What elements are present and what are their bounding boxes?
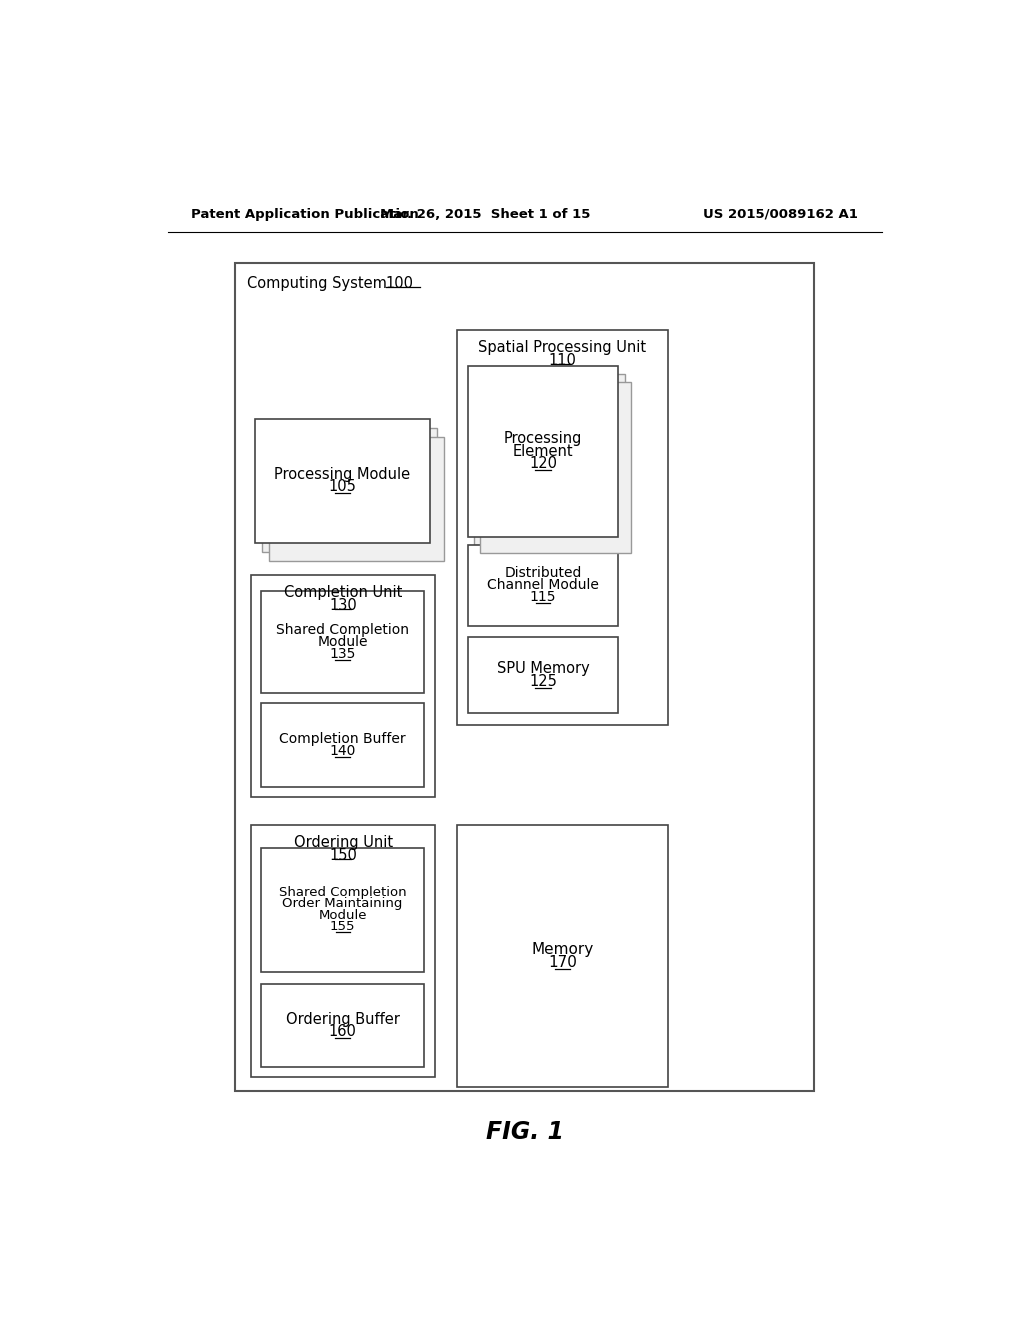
- Bar: [262, 428, 436, 552]
- Text: Patent Application Publication: Patent Application Publication: [191, 207, 419, 220]
- Text: Processing: Processing: [504, 432, 583, 446]
- Text: 160: 160: [329, 1024, 356, 1039]
- Text: 100: 100: [386, 276, 414, 292]
- Bar: [458, 825, 668, 1088]
- Text: Module: Module: [318, 908, 367, 921]
- Bar: [468, 638, 618, 713]
- Text: 130: 130: [329, 598, 357, 612]
- Text: 135: 135: [330, 647, 356, 661]
- Bar: [269, 437, 443, 561]
- Text: 140: 140: [330, 744, 356, 758]
- Bar: [261, 591, 424, 693]
- Bar: [261, 983, 424, 1067]
- Text: Ordering Buffer: Ordering Buffer: [286, 1011, 399, 1027]
- Bar: [261, 704, 424, 787]
- Text: 170: 170: [548, 956, 577, 970]
- Bar: [468, 366, 618, 536]
- Text: Spatial Processing Unit: Spatial Processing Unit: [478, 341, 646, 355]
- Text: Module: Module: [317, 635, 368, 649]
- Text: Completion Buffer: Completion Buffer: [280, 731, 406, 746]
- Text: Element: Element: [513, 444, 573, 458]
- Text: 110: 110: [549, 352, 577, 368]
- Text: Shared Completion: Shared Completion: [279, 886, 407, 899]
- Bar: [251, 825, 435, 1077]
- Text: Computing System: Computing System: [247, 276, 387, 292]
- Bar: [255, 418, 430, 543]
- Bar: [458, 330, 668, 725]
- Text: 105: 105: [329, 479, 356, 495]
- Bar: [236, 263, 814, 1092]
- Text: 150: 150: [329, 847, 357, 863]
- Text: Distributed: Distributed: [505, 566, 582, 581]
- Text: Shared Completion: Shared Completion: [276, 623, 410, 638]
- Text: SPU Memory: SPU Memory: [497, 661, 590, 676]
- Bar: [474, 374, 625, 545]
- Bar: [468, 545, 618, 626]
- Text: 155: 155: [330, 920, 355, 933]
- Text: Order Maintaining: Order Maintaining: [283, 898, 402, 911]
- Bar: [480, 381, 631, 553]
- Text: 120: 120: [529, 457, 557, 471]
- Text: 125: 125: [529, 675, 557, 689]
- Text: Channel Module: Channel Module: [487, 578, 599, 593]
- Bar: [251, 576, 435, 797]
- Text: FIG. 1: FIG. 1: [485, 1121, 564, 1144]
- Text: Ordering Unit: Ordering Unit: [294, 836, 392, 850]
- Text: Completion Unit: Completion Unit: [284, 585, 402, 601]
- Text: Processing Module: Processing Module: [274, 467, 411, 482]
- Text: Mar. 26, 2015  Sheet 1 of 15: Mar. 26, 2015 Sheet 1 of 15: [380, 207, 590, 220]
- Bar: [261, 847, 424, 972]
- Text: US 2015/0089162 A1: US 2015/0089162 A1: [703, 207, 858, 220]
- Text: Memory: Memory: [531, 942, 594, 957]
- Text: 115: 115: [529, 590, 556, 605]
